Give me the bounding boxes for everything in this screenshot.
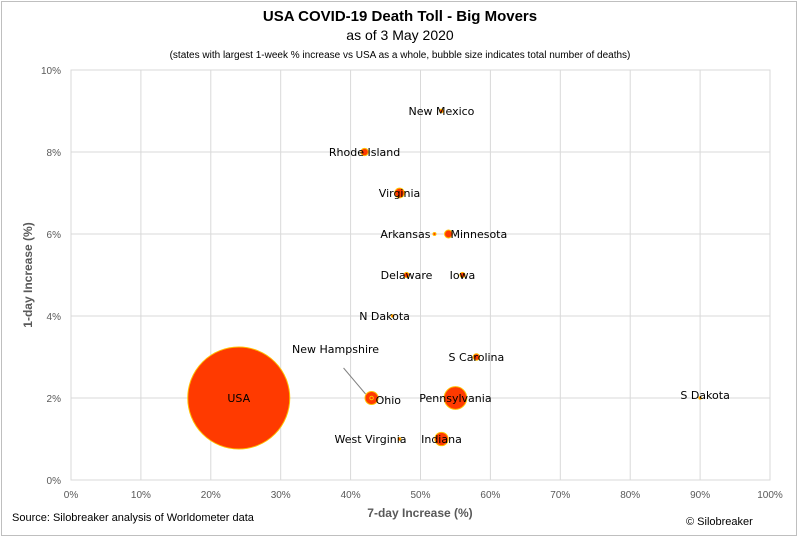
grid-lines bbox=[70, 69, 771, 481]
chart-note: (states with largest 1-week % increase v… bbox=[169, 50, 631, 61]
bubble-s-dakota bbox=[698, 396, 702, 400]
bubble-virginia bbox=[394, 187, 405, 199]
bubble-west-virginia bbox=[397, 437, 402, 441]
x-tick-label: 30% bbox=[271, 490, 291, 501]
source-note: Source: Silobreaker analysis of Worldome… bbox=[12, 512, 254, 524]
bubble-label-pennsylvania: Pennsylvania bbox=[419, 392, 491, 405]
y-tick-label: 8% bbox=[47, 148, 62, 159]
bubble-n-dakota bbox=[390, 314, 395, 318]
chart-subtitle: as of 3 May 2020 bbox=[346, 27, 454, 43]
x-tick-label: 50% bbox=[410, 490, 430, 501]
bubble-label-s-carolina: S Carolina bbox=[449, 351, 505, 364]
bubble-label-indiana: Indiana bbox=[421, 433, 462, 446]
x-tick-label: 0% bbox=[64, 490, 79, 501]
bubble-label-new-hampshire: New Hampshire bbox=[292, 343, 379, 356]
bubble-label-rhode-island: Rhode Island bbox=[329, 146, 400, 159]
bubble-label-delaware: Delaware bbox=[381, 269, 433, 282]
y-tick-label: 2% bbox=[47, 394, 62, 405]
x-axis-title: 7-day Increase (%) bbox=[367, 506, 472, 520]
bubble-indiana bbox=[434, 431, 449, 447]
x-tick-label: 90% bbox=[690, 490, 710, 501]
bubble-rhode-island bbox=[360, 147, 369, 157]
bubble-arkansas bbox=[432, 231, 437, 237]
copyright-note: © Silobreaker bbox=[686, 516, 753, 528]
x-tick-label: 60% bbox=[480, 490, 500, 501]
bubble-label-n-dakota: N Dakota bbox=[359, 310, 410, 323]
bubble-label-usa: USA bbox=[227, 392, 250, 405]
bubble-iowa bbox=[459, 271, 466, 279]
y-tick-label: 10% bbox=[41, 66, 61, 77]
bubble-label-new-mexico: New Mexico bbox=[409, 105, 475, 118]
bubble-label-ohio: Ohio bbox=[376, 394, 402, 407]
bubble-label-virginia: Virginia bbox=[379, 187, 420, 200]
leader-lines bbox=[343, 367, 366, 395]
y-tick-label: 0% bbox=[47, 476, 62, 487]
y-axis-title: 1-day Increase (%) bbox=[21, 222, 35, 327]
bubbles bbox=[187, 108, 702, 450]
x-tick-label: 70% bbox=[550, 490, 570, 501]
bubble-usa bbox=[187, 346, 291, 450]
x-tick-label: 10% bbox=[131, 490, 151, 501]
bubble-s-carolina bbox=[472, 353, 481, 361]
leader-line-new-hampshire bbox=[343, 367, 366, 395]
y-tick-label: 6% bbox=[47, 230, 62, 241]
x-tick-labels: 0% 10% 20% 30% 40% 50% 60% 70% 80% 90% 100% bbox=[64, 490, 783, 501]
bubble-pennsylvania bbox=[443, 386, 468, 410]
bubble-new-mexico bbox=[439, 108, 444, 114]
x-tick-label: 20% bbox=[201, 490, 221, 501]
x-tick-label: 100% bbox=[757, 490, 783, 501]
bubble-label-iowa: Iowa bbox=[450, 269, 476, 282]
y-tick-labels: 0% 2% 4% 6% 8% 10% bbox=[41, 66, 61, 487]
x-tick-label: 40% bbox=[341, 490, 361, 501]
bubble-label-arkansas: Arkansas bbox=[380, 228, 430, 241]
x-tick-label: 80% bbox=[620, 490, 640, 501]
plot-border bbox=[70, 69, 771, 481]
bubble-delaware bbox=[403, 271, 410, 279]
bubble-labels: USA New Mexico Rhode Island Virginia Arkansa… bbox=[227, 105, 729, 446]
bubble-minnesota bbox=[444, 229, 453, 239]
chart-title: USA COVID-19 Death Toll - Big Movers bbox=[262, 8, 538, 25]
bubble-new-hampshire bbox=[369, 395, 374, 401]
y-tick-label: 4% bbox=[47, 312, 62, 323]
bubble-label-s-dakota: S Dakota bbox=[680, 389, 729, 402]
bubble-label-minnesota: Minnesota bbox=[450, 228, 507, 241]
bubble-label-west-virginia: West Virginia bbox=[335, 433, 407, 446]
